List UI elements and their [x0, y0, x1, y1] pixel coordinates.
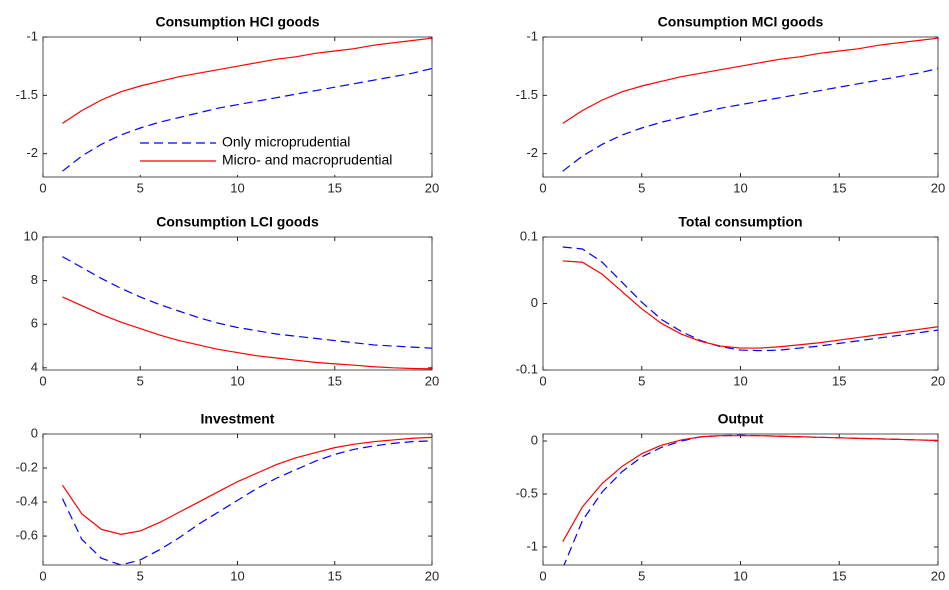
chart-title: Consumption MCI goods: [658, 14, 824, 30]
legend-label: Only microprudential: [222, 134, 350, 150]
x-tick-label: 15: [328, 180, 342, 195]
x-tick-label: 20: [425, 568, 439, 583]
y-tick-label: -0.6: [16, 528, 38, 543]
y-tick-label: -0.5: [516, 485, 538, 500]
series-line: [562, 435, 938, 542]
y-tick-label: -2: [26, 145, 38, 160]
series-line: [62, 296, 432, 370]
x-tick-label: 10: [230, 568, 244, 583]
axes-box: [42, 236, 433, 371]
series-line: [61, 436, 432, 535]
y-tick-label: 0: [531, 432, 538, 447]
series-line: [563, 434, 938, 565]
subplot: Consumption LCI goods 0 5 10 15 20 4 6 8 10: [24, 214, 440, 389]
y-tick-label: -0.1: [516, 361, 538, 376]
x-tick-label: 15: [328, 568, 342, 583]
series-line: [562, 37, 938, 124]
x-tick-label: 10: [733, 373, 747, 388]
plot-lines: [562, 434, 938, 565]
x-tick-label: 0: [39, 568, 46, 583]
axes-box: [42, 36, 433, 178]
plot-lines: [62, 256, 432, 370]
chart-title: Output: [718, 411, 764, 427]
x-tick-label: 20: [931, 568, 945, 583]
chart-title: Total consumption: [678, 214, 802, 230]
x-tick-label: 20: [425, 180, 439, 195]
x-tick-label: 10: [733, 180, 747, 195]
x-tick-label: 5: [638, 180, 645, 195]
x-tick-label: 5: [638, 568, 645, 583]
x-tick-label: 10: [733, 568, 747, 583]
chart-title: Consumption LCI goods: [156, 214, 319, 230]
y-tick-label: -0.2: [16, 459, 38, 474]
series-line: [62, 67, 432, 172]
y-tick-label: 8: [31, 272, 38, 287]
x-tick-label: 10: [230, 180, 244, 195]
x-tick-label: 5: [638, 373, 645, 388]
plot-area: [543, 37, 938, 177]
chart-title: Investment: [201, 411, 275, 427]
x-tick-label: 0: [39, 180, 46, 195]
series-line: [562, 67, 938, 172]
y-tick-label: -1: [26, 28, 38, 43]
series-line: [61, 440, 432, 565]
y-tick-label: -1: [526, 538, 538, 553]
x-tick-label: 0: [539, 180, 546, 195]
plot-area: [43, 237, 432, 370]
x-tick-label: 20: [931, 180, 945, 195]
legend-box: [130, 131, 430, 175]
axes-box: [542, 433, 939, 566]
y-tick-label: -2: [526, 145, 538, 160]
x-tick-label: 15: [832, 180, 846, 195]
y-tick-label: -1.5: [16, 87, 38, 102]
x-tick-label: 15: [832, 568, 846, 583]
y-tick-label: -1.5: [516, 87, 538, 102]
y-tick-label: 4: [31, 359, 38, 374]
x-tick-label: 15: [832, 373, 846, 388]
axes-box: [542, 36, 939, 178]
y-tick-label: 0: [31, 425, 38, 440]
legend-label: Micro- and macroprudential: [222, 152, 392, 168]
chart-title: Consumption HCI goods: [155, 14, 319, 30]
subplot: Investment 0 5 10 15 20 -0.6 -0.4 -0.2 0: [16, 411, 440, 584]
x-tick-label: 20: [931, 373, 945, 388]
y-tick-label: 10: [24, 228, 38, 243]
plot-area: [43, 434, 432, 565]
x-tick-label: 10: [230, 373, 244, 388]
series-line: [562, 260, 938, 349]
plot-lines: [562, 37, 938, 172]
legend: Only microprudential Micro- and macroprud…: [130, 131, 430, 175]
x-tick-label: 5: [137, 180, 144, 195]
y-tick-label: 0: [531, 295, 538, 310]
x-tick-label: 5: [137, 568, 144, 583]
plot-lines: [61, 436, 432, 565]
subplot: Output 0 5 10 15 20 -1 -0.5 0: [516, 411, 946, 584]
subplot: Consumption MCI goods 0 5 10 15 20 -2 -1.5 -1: [516, 14, 946, 196]
axes-box: [542, 236, 939, 371]
plot-lines: [562, 246, 938, 352]
plot-area: [543, 434, 938, 565]
series-line: [562, 246, 938, 352]
x-tick-label: 0: [539, 568, 546, 583]
y-tick-label: -0.4: [16, 493, 38, 508]
plot-lines: [62, 37, 432, 172]
x-tick-label: 0: [539, 373, 546, 388]
x-tick-label: 5: [137, 373, 144, 388]
series-line: [62, 256, 432, 349]
subplot: Consumption HCI goods 0 5 10 15 20 -2 -1.5 -1 Onl…: [16, 14, 440, 196]
x-tick-label: 15: [328, 373, 342, 388]
y-tick-label: 0.1: [520, 228, 538, 243]
y-tick-label: -1: [526, 28, 538, 43]
axes-box: [42, 433, 433, 566]
x-tick-label: 0: [39, 373, 46, 388]
series-line: [62, 37, 432, 124]
y-tick-label: 6: [31, 316, 38, 331]
x-tick-label: 20: [425, 373, 439, 388]
